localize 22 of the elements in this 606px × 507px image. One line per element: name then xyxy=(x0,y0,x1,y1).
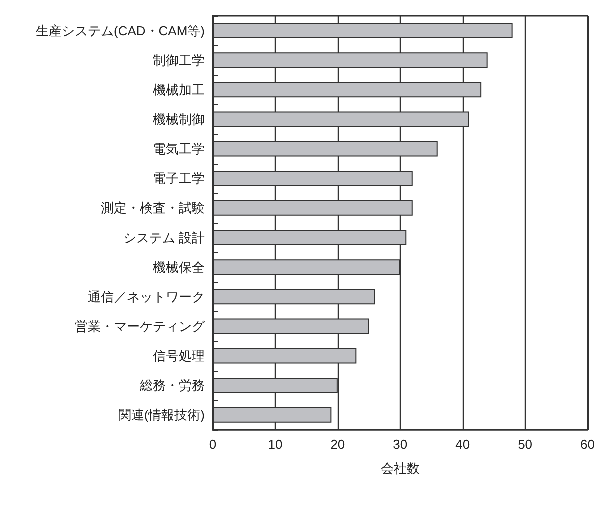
y-tick-label: 機械制御 xyxy=(153,112,205,127)
x-tick-label: 30 xyxy=(393,437,408,452)
y-tick-label: 制御工学 xyxy=(153,52,205,68)
x-tick-label: 20 xyxy=(330,437,346,452)
y-tick-label: 営業・マーケティング xyxy=(75,319,206,334)
y-tick-label: 通信／ネットワーク xyxy=(88,289,205,304)
y-tick-label: システム 設計 xyxy=(123,230,205,246)
x-axis-title: 会社数 xyxy=(380,461,420,476)
y-tick-label: 関連(情報技術) xyxy=(118,408,205,423)
x-tick-label: 60 xyxy=(580,437,596,452)
x-tick-label: 10 xyxy=(268,437,283,452)
x-tick-label: 40 xyxy=(456,437,470,452)
y-tick-label: 電気工学 xyxy=(153,142,205,157)
y-tick-label: 信号処理 xyxy=(153,348,205,364)
y-tick-label: 機械加工 xyxy=(153,82,205,98)
y-tick-label: 生産システム(CAD・CAM等) xyxy=(36,23,205,38)
y-tick-label: 電子工学 xyxy=(153,171,205,186)
x-tick-label: 50 xyxy=(518,437,533,452)
y-tick-label: 機械保全 xyxy=(153,260,205,275)
x-tick-label: 0 xyxy=(209,437,217,452)
y-tick-label: 総務・労務 xyxy=(139,378,205,394)
y-tick-label: 測定・検査・試験 xyxy=(101,200,205,216)
